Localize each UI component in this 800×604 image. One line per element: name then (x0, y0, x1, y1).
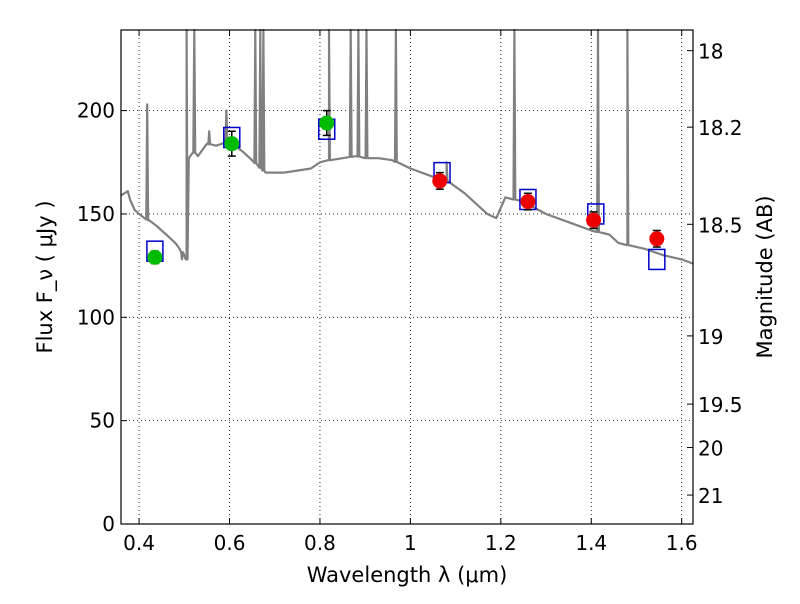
model-spectrum-line (120, 28, 694, 265)
y2-tick-label: 19 (698, 325, 723, 349)
optical-point (224, 136, 240, 152)
x-tick-label: 0.4 (123, 531, 155, 555)
nir-point (520, 194, 536, 210)
x-tick-label: 1.2 (485, 531, 517, 555)
synthetic-flux-marker (648, 248, 666, 271)
y-tick-label: 150 (77, 202, 115, 226)
nir-point (586, 212, 602, 228)
y2-axis-label: Magnitude (AB) (753, 195, 777, 358)
x-ticks: 0.4 0.6 0.8 1 1.2 1.4 1.6 (123, 30, 698, 555)
nir-point (649, 231, 665, 247)
x-tick-label: 0.6 (214, 531, 246, 555)
y-tick-label: 100 (77, 305, 115, 329)
nir-point (432, 173, 448, 189)
y2-tick-label: 18 (698, 40, 723, 64)
x-axis-label: Wavelength λ (μm) (307, 563, 508, 587)
y2-tick-label: 21 (698, 484, 723, 508)
y-ticks-right: 18 18.2 18.5 19 19.5 20 21 (687, 40, 743, 508)
optical-point (319, 115, 335, 131)
y-tick-label: 200 (77, 99, 115, 123)
x-tick-label: 1.4 (575, 531, 607, 555)
x-tick-label: 1.6 (666, 531, 698, 555)
data-points (146, 109, 666, 271)
plot-frame (120, 29, 694, 525)
y2-tick-label: 20 (698, 437, 723, 461)
y-axis-label: Flux F_ν ( μJy ) (33, 200, 58, 353)
grid (121, 30, 693, 525)
model-spectrum (120, 28, 694, 265)
y-tick-label: 0 (102, 512, 115, 536)
y-tick-label: 50 (90, 409, 115, 433)
y2-tick-label: 18.2 (698, 116, 743, 140)
x-tick-label: 1 (404, 531, 417, 555)
x-tick-label: 0.8 (304, 531, 336, 555)
y2-tick-label: 19.5 (698, 393, 743, 417)
y2-tick-label: 18.5 (698, 213, 743, 237)
y-ticks-left: 0 50 100 150 200 (77, 99, 127, 536)
optical-point (147, 249, 163, 265)
